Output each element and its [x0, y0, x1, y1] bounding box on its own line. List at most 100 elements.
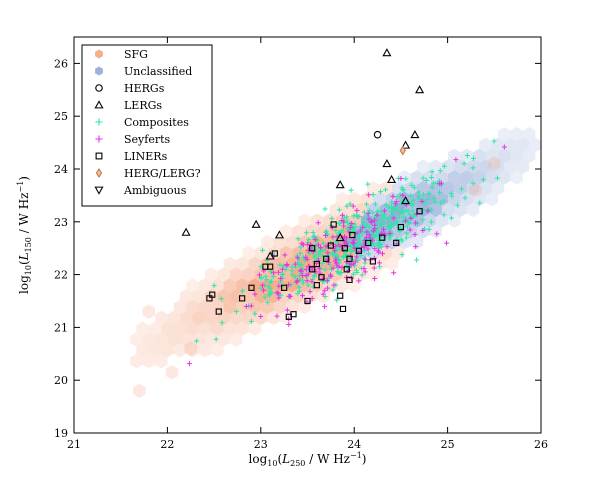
sfg-hexbin — [223, 278, 237, 293]
composites-point — [319, 260, 325, 266]
legend-marker-hergs — [95, 84, 103, 92]
unclassified-hexbin — [485, 191, 498, 207]
seyferts-point — [186, 361, 192, 367]
composites-point — [441, 198, 447, 204]
composites-point — [389, 209, 395, 215]
seyferts-point — [365, 246, 371, 252]
composites-point — [423, 201, 429, 207]
composites-point — [289, 272, 295, 278]
sfg-hexbin — [242, 245, 255, 261]
sfg-hexbin — [133, 383, 146, 398]
seyferts-point — [363, 234, 369, 240]
sfg-hexbin — [173, 299, 187, 315]
unclassified-hexbin — [392, 181, 405, 196]
composites-point — [295, 260, 301, 266]
axis-ticks: 21 22 23 24 25 26 19 20 21 22 23 24 25 26 — [54, 37, 548, 451]
seyferts-point — [376, 260, 382, 266]
sfg-hexbin — [186, 321, 199, 336]
sfg-hexbin — [223, 256, 237, 271]
lergs-marker — [274, 230, 285, 239]
seyferts-point — [331, 282, 337, 288]
liners-marker — [343, 266, 350, 273]
composites-point — [367, 208, 373, 214]
seyferts-point — [366, 192, 372, 198]
seyferts-point — [453, 157, 459, 163]
composites-point — [380, 213, 386, 219]
seyferts-point — [392, 201, 398, 207]
composites-point — [355, 257, 361, 263]
seyferts-point — [325, 285, 331, 291]
composites-point — [357, 240, 363, 246]
sfg-hexbin — [223, 299, 237, 315]
x-tick-label: 24 — [347, 438, 361, 451]
composites-point — [306, 237, 312, 243]
seyferts-point — [366, 216, 372, 222]
seyferts-point — [278, 275, 284, 281]
sfg-hexbin — [186, 343, 199, 358]
seyferts-point — [294, 279, 300, 285]
sfg-hexbin — [211, 343, 224, 358]
seyferts-point — [284, 307, 290, 313]
sfg-hexbin — [298, 278, 311, 293]
composites-point — [334, 297, 340, 303]
composites-point — [388, 224, 394, 230]
seyferts-point — [243, 303, 249, 309]
sfg-hexbin — [173, 343, 187, 358]
seyferts-point — [279, 266, 285, 272]
sfg-hexbin — [323, 213, 336, 228]
lergs-marker — [251, 219, 261, 228]
x-tick-label: 22 — [160, 438, 174, 451]
sfg-hexbin — [469, 182, 482, 198]
composites-point — [394, 236, 400, 242]
seyferts-point — [336, 242, 342, 248]
composites-point — [461, 161, 467, 167]
sfg-hexbin — [304, 289, 318, 304]
seyferts-point — [324, 277, 330, 283]
seyferts-point — [356, 278, 362, 284]
sfg-hexbin — [273, 278, 286, 293]
seyferts-point — [372, 246, 378, 252]
unclassified-hexbin — [466, 181, 480, 196]
sfg-hexbin — [329, 202, 343, 217]
seyferts-point — [391, 215, 397, 221]
seyferts-point — [368, 219, 374, 225]
composites-point — [289, 264, 295, 270]
sfg-hexbin — [286, 235, 299, 250]
composites-point — [393, 208, 399, 214]
sfg-hexbin — [292, 224, 305, 239]
liners-marker — [323, 255, 330, 262]
seyferts-point — [372, 217, 378, 223]
liners-marker — [397, 223, 405, 231]
composites-point — [449, 193, 455, 199]
composites-point — [194, 338, 200, 344]
composites-point — [356, 213, 362, 219]
seyferts-point — [300, 242, 306, 248]
unclassified-hexbin — [522, 127, 536, 142]
unclassified-hexbin — [522, 148, 536, 163]
unclassified-hexbin — [454, 181, 467, 196]
seyferts-point — [366, 232, 372, 238]
sfg-hexbin — [180, 310, 193, 325]
seyferts-point — [325, 250, 331, 256]
composites-point — [211, 283, 217, 289]
composites-point — [320, 240, 326, 246]
unclassified-hexbin — [510, 127, 523, 142]
composites-point — [429, 169, 435, 175]
sfg-hexbin — [488, 156, 501, 171]
composites-point — [370, 191, 376, 197]
composites-point — [495, 175, 501, 181]
unclassified-hexbin — [473, 148, 486, 163]
composites-point — [336, 207, 342, 213]
seyferts-point — [286, 293, 292, 299]
seyferts-point — [374, 212, 380, 218]
seyferts-point — [444, 240, 450, 246]
composites-point — [352, 224, 358, 230]
composites-point — [344, 203, 350, 209]
composites-point — [426, 190, 432, 196]
composites-point — [372, 201, 378, 207]
composites-point — [389, 199, 395, 205]
sfg-hexbin — [180, 289, 193, 304]
seyferts-point — [284, 262, 290, 268]
composites-point — [361, 219, 367, 225]
composites-point — [354, 269, 360, 275]
